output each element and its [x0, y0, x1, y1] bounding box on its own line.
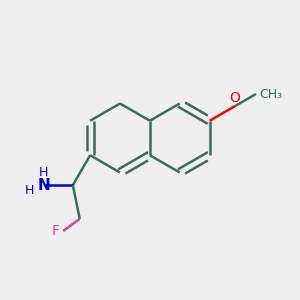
Text: N: N: [37, 178, 50, 193]
Text: O: O: [230, 91, 241, 105]
Text: H: H: [25, 184, 34, 197]
Text: H: H: [39, 166, 48, 178]
Text: F: F: [52, 224, 60, 238]
Text: CH₃: CH₃: [259, 88, 282, 100]
